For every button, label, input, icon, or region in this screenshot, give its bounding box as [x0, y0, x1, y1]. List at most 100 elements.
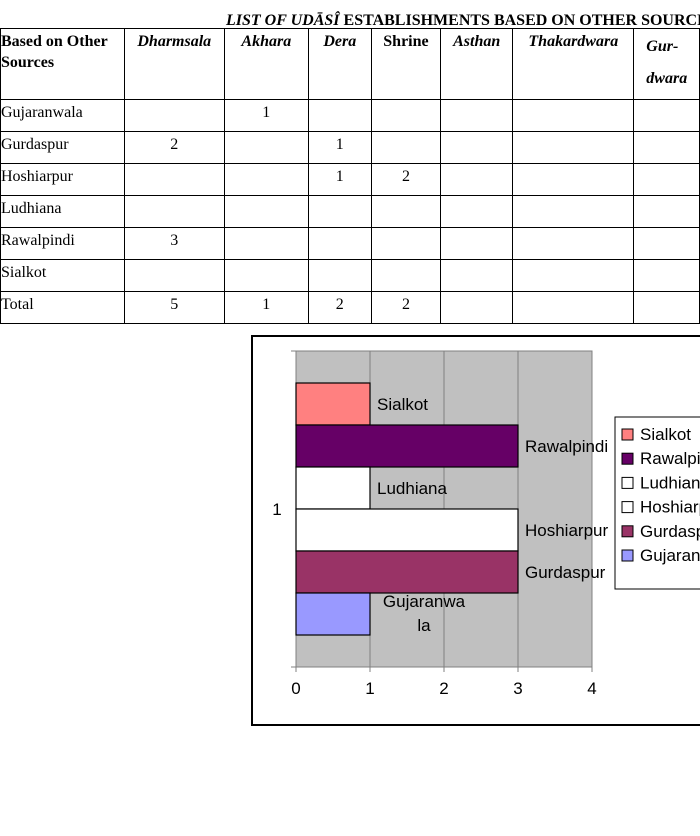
table-cell	[123, 195, 225, 228]
legend-swatch	[621, 501, 634, 514]
header-asthan: Asthan	[440, 28, 514, 100]
table-cell	[512, 291, 635, 324]
data-label: la	[417, 616, 431, 635]
table-cell	[512, 227, 635, 260]
table-cell: 2	[307, 291, 372, 324]
table-cell	[123, 259, 225, 292]
row-district-name: Gujaranwala	[0, 99, 125, 132]
table-cell	[633, 131, 700, 164]
table-cell	[512, 195, 635, 228]
legend-label: Ludhiana	[640, 473, 700, 492]
bar-gujaranwala	[295, 592, 371, 636]
table-cell	[223, 227, 309, 260]
table-cell	[512, 259, 635, 292]
table-cell	[440, 259, 514, 292]
header-dera: Dera	[307, 28, 372, 100]
header-based-on: Based on Other Sources	[0, 28, 125, 100]
header-thakardwara: Thakardwara	[512, 28, 635, 100]
x-tick-label: 0	[291, 679, 300, 698]
legend-label: Gurdaspur	[640, 522, 700, 541]
legend-label: Gujaranwala	[640, 546, 700, 565]
table-cell	[307, 227, 372, 260]
x-tick-label: 2	[439, 679, 448, 698]
data-label: Sialkot	[377, 395, 428, 414]
table-cell: 2	[370, 291, 442, 324]
table-cell	[512, 131, 635, 164]
table-cell	[123, 99, 225, 132]
table-cell	[370, 99, 442, 132]
table-cell	[223, 163, 309, 196]
row-district-name: Rawalpindi	[0, 227, 125, 260]
legend-swatch	[621, 476, 634, 489]
x-tick-label: 1	[365, 679, 374, 698]
table-row: Gurdaspur 2 1	[0, 131, 700, 164]
table-row: Total 5 1 2 2	[0, 291, 700, 324]
table-row: Hoshiarpur 1 2	[0, 163, 700, 196]
data-label: Ludhiana	[377, 479, 448, 498]
table-cell	[633, 195, 700, 228]
header-akhara: Akhara	[223, 28, 309, 100]
table-cell	[307, 195, 372, 228]
row-district-name: Hoshiarpur	[0, 163, 125, 196]
legend-label: Rawalpindi	[640, 449, 700, 468]
table-cell: 1	[307, 163, 372, 196]
table-cell	[633, 163, 700, 196]
table-cell	[307, 99, 372, 132]
table-cell: 2	[370, 163, 442, 196]
data-label: Rawalpindi	[525, 437, 608, 456]
data-label: Gujaranwa	[383, 592, 466, 611]
table-cell: 3	[123, 227, 225, 260]
table-cell	[370, 195, 442, 228]
table-row: Gujaranwala 1	[0, 99, 700, 132]
legend-swatch	[621, 525, 634, 538]
document-title: LIST OF UDĀSÎ ESTABLISHMENTS BASED ON OT…	[226, 12, 700, 29]
data-label: Gurdaspur	[525, 563, 606, 582]
table-cell	[370, 227, 442, 260]
table-header-row: Based on Other Sources Dharmsala Akhara …	[0, 28, 700, 100]
table-cell	[633, 291, 700, 324]
bar-rawalpindi	[295, 424, 519, 468]
table-cell	[633, 259, 700, 292]
row-district-name: Total	[0, 291, 125, 324]
bar-ludhiana	[295, 466, 371, 510]
table-cell	[440, 291, 514, 324]
establishments-table: Based on Other Sources Dharmsala Akhara …	[0, 28, 700, 324]
chart-frame: 0 1 2 3 4 1 Sialkot Rawalpindi Ludhiana Hoshiarpu…	[251, 335, 700, 726]
table-row: Sialkot	[0, 259, 700, 292]
legend-swatch	[621, 452, 634, 465]
legend-swatch	[621, 549, 634, 562]
header-shrine: Shrine	[370, 28, 442, 100]
table-cell: 1	[307, 131, 372, 164]
table-cell	[512, 99, 635, 132]
table-cell	[123, 163, 225, 196]
table-cell: 2	[123, 131, 225, 164]
legend-swatch	[621, 428, 634, 441]
header-dharmsala: Dharmsala	[123, 28, 225, 100]
table-cell	[370, 131, 442, 164]
table-cell	[440, 163, 514, 196]
x-tick-label: 4	[587, 679, 596, 698]
table-cell	[440, 227, 514, 260]
table-cell: 5	[123, 291, 225, 324]
bar-gurdaspur	[295, 550, 519, 594]
table-cell	[440, 195, 514, 228]
table-cell	[633, 99, 700, 132]
bar-hoshiarpur	[295, 508, 519, 552]
row-district-name: Gurdaspur	[0, 131, 125, 164]
data-label: Hoshiarpur	[525, 521, 608, 540]
y-category-label: 1	[272, 500, 281, 519]
table-cell	[223, 195, 309, 228]
table-cell	[307, 259, 372, 292]
table-cell	[633, 227, 700, 260]
table-cell	[223, 259, 309, 292]
table-cell	[223, 131, 309, 164]
legend-label: Hoshiarpur	[640, 498, 700, 517]
bar-sialkot	[295, 382, 371, 426]
table-cell	[440, 99, 514, 132]
bar-chart: 0 1 2 3 4 1 Sialkot Rawalpindi Ludhiana Hoshiarpu…	[272, 350, 700, 698]
table-cell: 1	[223, 291, 309, 324]
table-row: Rawalpindi 3	[0, 227, 700, 260]
row-district-name: Sialkot	[0, 259, 125, 292]
x-tick-label: 3	[513, 679, 522, 698]
table-row: Ludhiana	[0, 195, 700, 228]
